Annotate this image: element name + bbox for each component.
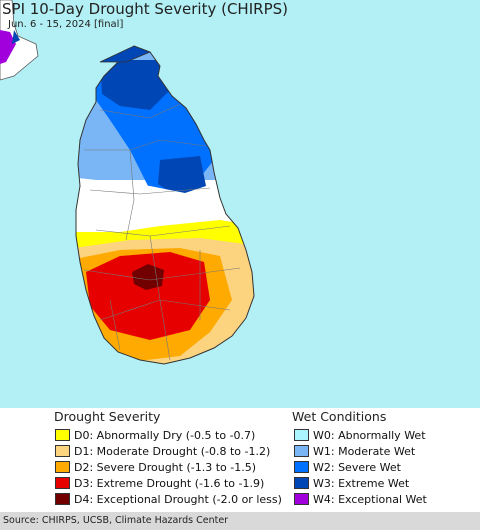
- island-shading: [76, 46, 254, 364]
- map-canvas: [0, 0, 255, 365]
- legend-label-w3: W3: Extreme Wet: [313, 476, 410, 490]
- legend-label-w1: W1: Moderate Wet: [313, 444, 416, 458]
- drought-legend-heading: Drought Severity: [54, 409, 161, 424]
- legend-item-d3: D3: Extreme Drought (-1.6 to -1.9): [55, 476, 264, 490]
- legend-label-w4: W4: Exceptional Wet: [313, 492, 427, 506]
- legend-item-d4: D4: Exceptional Drought (-2.0 or less): [55, 492, 282, 506]
- swatch-d1: [55, 445, 70, 457]
- swatch-w0: [294, 429, 309, 441]
- swatch-w1: [294, 445, 309, 457]
- legend-item-w4: W4: Exceptional Wet: [294, 492, 427, 506]
- legend-label-d3: D3: Extreme Drought (-1.6 to -1.9): [74, 476, 265, 490]
- swatch-w3: [294, 477, 309, 489]
- drought-map: SPI 10-Day Drought Severity (CHIRPS) Jun…: [0, 0, 480, 408]
- india-exceptional-wet-zone: [0, 30, 16, 64]
- zone-extreme-wet-north: [100, 60, 170, 110]
- island-outline: [75, 45, 255, 365]
- swatch-d3: [55, 477, 70, 489]
- zone-exceptional-drought: [132, 264, 164, 290]
- legend-label-w2: W2: Severe Wet: [313, 460, 401, 474]
- district-boundaries: [83, 103, 241, 361]
- source-credit: Source: CHIRPS, UCSB, Climate Hazards Ce…: [3, 515, 229, 526]
- swatch-w4: [294, 493, 309, 505]
- legend-label-w0: W0: Abnormally Wet: [313, 428, 426, 442]
- legend-item-d0: D0: Abnormally Dry (-0.5 to -0.7): [55, 428, 255, 442]
- legend-item-w0: W0: Abnormally Wet: [294, 428, 426, 442]
- wet-legend-heading: Wet Conditions: [292, 409, 387, 424]
- india-extreme-wet-zone: [12, 30, 20, 44]
- zone-extreme-wet-east: [158, 156, 206, 196]
- map-title: SPI 10-Day Drought Severity (CHIRPS): [2, 0, 288, 18]
- legend: Drought Severity Wet Conditions D0: Abno…: [0, 408, 480, 512]
- legend-item-w1: W1: Moderate Wet: [294, 444, 415, 458]
- legend-item-d1: D1: Moderate Drought (-0.8 to -1.2): [55, 444, 270, 458]
- legend-item-d2: D2: Severe Drought (-1.3 to -1.5): [55, 460, 256, 474]
- swatch-d2: [55, 461, 70, 473]
- legend-item-w2: W2: Severe Wet: [294, 460, 401, 474]
- legend-label-d2: D2: Severe Drought (-1.3 to -1.5): [74, 460, 257, 474]
- jaffna-peninsula: [99, 45, 152, 63]
- swatch-d0: [55, 429, 70, 441]
- map-subtitle: Jun. 6 - 15, 2024 [final]: [8, 19, 124, 30]
- legend-label-d1: D1: Moderate Drought (-0.8 to -1.2): [74, 444, 271, 458]
- zone-extreme-drought: [86, 252, 210, 340]
- legend-item-w3: W3: Extreme Wet: [294, 476, 409, 490]
- legend-label-d4: D4: Exceptional Drought (-2.0 or less): [74, 492, 282, 506]
- legend-label-d0: D0: Abnormally Dry (-0.5 to -0.7): [74, 428, 256, 442]
- footer: Source: CHIRPS, UCSB, Climate Hazards Ce…: [0, 512, 480, 530]
- swatch-d4: [55, 493, 70, 505]
- swatch-w2: [294, 461, 309, 473]
